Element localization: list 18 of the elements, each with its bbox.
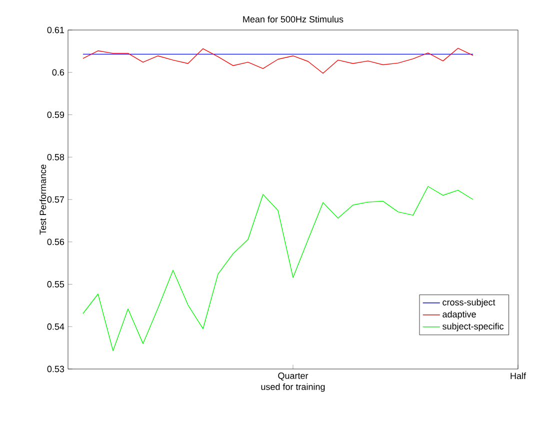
- x-axis-title: used for training: [261, 383, 325, 392]
- y-axis-title: Test Performance: [39, 164, 46, 235]
- legend-label: subject-specific: [442, 322, 504, 332]
- y-tick-label: 0.57: [47, 196, 64, 203]
- y-tick-label: 0.58: [47, 154, 64, 160]
- y-tick-label: 0.61: [47, 26, 64, 34]
- y-tick-label: 0.6: [52, 69, 64, 76]
- y-tick-label: 0.59: [47, 112, 64, 118]
- legend-label: adaptive: [442, 310, 476, 320]
- y-tick-label: 0.55: [47, 281, 64, 288]
- x-tick-label: Quarter: [278, 372, 308, 381]
- chart-title: Mean for 500Hz Stimulus: [243, 16, 344, 22]
- y-tick-label: 0.54: [47, 323, 64, 330]
- y-tick-label: 0.56: [47, 238, 64, 246]
- y-tick-label: 0.53: [47, 366, 64, 372]
- line-series: [82, 48, 474, 74]
- legend-label: cross-subject: [442, 298, 496, 308]
- x-tick-label: Half: [510, 372, 526, 380]
